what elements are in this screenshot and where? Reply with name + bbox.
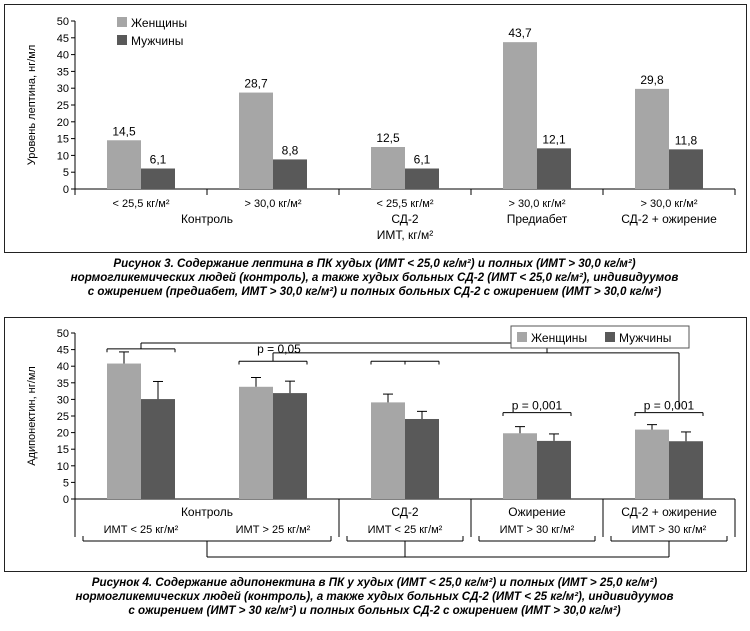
y-tick-label: 0 — [63, 184, 69, 196]
y-tick-label: 30 — [57, 83, 69, 95]
figure-4-caption-line: Рисунок 4. Содержание адипонектина в ПК … — [91, 576, 658, 589]
y-tick-label: 45 — [57, 33, 69, 45]
data-label: 11,8 — [675, 133, 698, 147]
group-label: Контроль — [181, 505, 233, 519]
bar-women — [107, 363, 141, 499]
group-label: Контроль — [181, 212, 233, 226]
y-tick-label: 20 — [57, 428, 69, 440]
legend-swatch — [117, 17, 127, 27]
x-tick-label: ИМТ > 25 кг/м² — [236, 524, 311, 536]
x-tick-label: > 30,0 кг/м² — [508, 198, 565, 210]
figure-3-caption-line: Рисунок 3. Содержание лептина в ПК худых… — [113, 257, 636, 270]
legend-box — [510, 325, 690, 349]
data-label: 8,8 — [282, 143, 299, 157]
bar-men — [141, 168, 175, 189]
data-label: 12,5 — [376, 131, 400, 145]
x-tick-label: < 25,5 кг/м² — [112, 198, 169, 210]
legend-swatch — [517, 332, 527, 342]
y-tick-label: 5 — [63, 477, 69, 489]
legend-label: Женщины — [131, 16, 187, 30]
group-sublabel: ИМТ, кг/м² — [377, 228, 434, 242]
y-tick-label: 35 — [57, 66, 69, 78]
y-tick-label: 0 — [63, 494, 69, 506]
data-label: 43,7 — [508, 26, 532, 40]
figure-4-caption-line: с ожирением (ИМТ > 30 кг/м²) и полных бо… — [128, 604, 621, 617]
x-tick-label: ИМТ < 25 кг/м² — [368, 524, 443, 536]
bar-men — [669, 149, 703, 189]
group-label: Предиабет — [507, 212, 568, 226]
bar-women — [635, 429, 669, 499]
bar-men — [669, 441, 703, 499]
bar-men — [405, 418, 439, 499]
bar-women — [371, 402, 405, 499]
y-tick-label: 10 — [57, 150, 69, 162]
y-tick-label: 40 — [57, 50, 69, 62]
x-tick-label: ИМТ > 30 кг/м² — [500, 524, 575, 536]
figure-3-caption-line: с ожирением (предиабет, ИМТ > 30,0 кг/м²… — [87, 285, 662, 298]
data-label: 29,8 — [640, 73, 664, 87]
y-tick-label: 15 — [57, 134, 69, 146]
bar-men — [141, 399, 175, 499]
x-tick-label: ИМТ > 30 кг/м² — [632, 524, 707, 536]
bar-men — [405, 168, 439, 189]
legend-label: Мужчины — [131, 34, 183, 48]
bar-women — [635, 88, 669, 189]
y-tick-label: 5 — [63, 167, 69, 179]
leptin-chart-panel: 0 5 10 15 20 25 30 35 40 45 50 Уровень лептина, нг/… — [4, 4, 747, 253]
bar-men — [273, 159, 307, 189]
figure-3-caption-line: нормогликемических людей (контроль), а т… — [70, 271, 679, 284]
adiponectin-chart: 0 5 10 15 20 25 30 35 40 45 50 Адипонектин, нг/мл p … — [26, 325, 736, 558]
group-label: СД-2 — [391, 212, 419, 226]
y-axis-label: Адипонектин, нг/мл — [26, 366, 38, 466]
legend-swatch — [117, 35, 127, 45]
bar-women — [107, 140, 141, 189]
y-tick-label: 20 — [57, 117, 69, 129]
x-tick-label: > 30,0 кг/м² — [244, 198, 301, 210]
bar-men — [537, 440, 571, 499]
leptin-chart: 0 5 10 15 20 25 30 35 40 45 50 Уровень лептина, нг/… — [26, 16, 736, 242]
bar-women — [503, 433, 537, 499]
group-label: СД-2 + ожирение — [621, 212, 717, 226]
y-tick-label: 10 — [57, 461, 69, 473]
y-tick-label: 25 — [57, 100, 69, 112]
bar-women — [371, 147, 405, 189]
data-label: 14,5 — [112, 124, 136, 138]
group-label: СД-2 — [391, 505, 419, 519]
x-tick-label: > 30,0 кг/м² — [640, 198, 697, 210]
legend-label: Мужчины — [619, 331, 671, 345]
x-tick-label: ИМТ < 25 кг/м² — [104, 524, 179, 536]
y-tick-label: 25 — [57, 411, 69, 423]
p-value-label: p = 0,05 — [257, 342, 301, 356]
group-label: СД-2 + ожирение — [621, 505, 717, 519]
p-value-label: p = 0,001 — [512, 399, 563, 413]
figure-4-caption-line: нормогликемических людей (контроль), а т… — [75, 590, 674, 603]
data-label: 28,7 — [244, 77, 268, 91]
bar-men — [537, 148, 571, 189]
bar-men — [273, 393, 307, 499]
bar-women — [503, 42, 537, 189]
legend-swatch — [605, 332, 615, 342]
p-value-label: p = 0,001 — [644, 399, 695, 413]
y-axis-label: Уровень лептина, нг/мл — [26, 45, 38, 166]
y-tick-label: 40 — [57, 361, 69, 373]
y-tick-label: 50 — [57, 328, 69, 340]
data-label: 6,1 — [150, 153, 167, 167]
y-tick-label: 15 — [57, 444, 69, 456]
figure-3-caption: Рисунок 3. Содержание лептина в ПК худых… — [4, 257, 745, 299]
y-tick-label: 35 — [57, 378, 69, 390]
legend-label: Женщины — [531, 331, 587, 345]
x-tick-label: < 25,5 кг/м² — [376, 198, 433, 210]
adiponectin-chart-panel: 0 5 10 15 20 25 30 35 40 45 50 Адипонектин, нг/мл p … — [4, 317, 747, 572]
y-tick-label: 30 — [57, 394, 69, 406]
bar-women — [239, 386, 273, 499]
y-tick-label: 45 — [57, 345, 69, 357]
y-tick-label: 50 — [57, 16, 69, 28]
group-label: Ожирение — [508, 505, 566, 519]
bar-women — [239, 92, 273, 189]
figure-4-caption: Рисунок 4. Содержание адипонектина в ПК … — [4, 576, 745, 618]
data-label: 6,1 — [414, 153, 431, 167]
data-label: 12,1 — [542, 132, 566, 146]
